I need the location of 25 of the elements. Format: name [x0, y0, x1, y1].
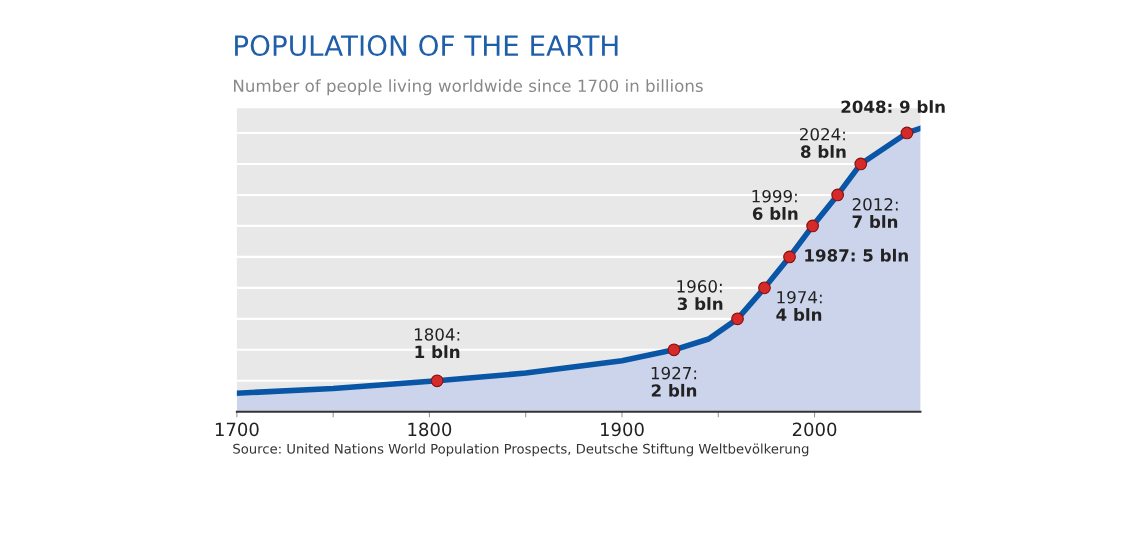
point: [430, 374, 444, 388]
data-label: 2012: 7 bln: [852, 198, 898, 229]
x-tick-label: 1900: [601, 422, 644, 437]
source-note: Source: United Nations World Population Prospects, Deutsche Stiftung Weltbevölkerung: [233, 443, 809, 457]
point: [667, 343, 681, 357]
point: [731, 312, 744, 326]
x-tick-label: 1800: [408, 422, 452, 437]
data-label: 2024: 8 bln: [800, 127, 846, 158]
data-label: 2048: 9 bln: [841, 100, 945, 114]
point: [900, 126, 914, 140]
x-tick-label: 2000: [792, 422, 837, 437]
point: [783, 250, 796, 264]
data-label: 1960: 3 bln: [677, 280, 723, 311]
data-label: 1804: 1 bln: [414, 328, 460, 359]
data-label: 1999: 6 bln: [752, 189, 798, 220]
point: [854, 157, 868, 171]
point: [831, 188, 845, 202]
data-label: 1987: 5 bln: [805, 248, 908, 262]
chart-subtitle: Number of people living worldwide since 1700 in billions: [234, 79, 703, 96]
chart-title: POPULATION OF THE EARTH: [235, 35, 618, 57]
x-tick-label: 1700: [215, 422, 259, 437]
data-label: 1974: 4 bln: [776, 290, 822, 321]
point: [806, 219, 819, 233]
point: [758, 281, 771, 295]
data-label: 1927: 2 bln: [651, 366, 697, 397]
